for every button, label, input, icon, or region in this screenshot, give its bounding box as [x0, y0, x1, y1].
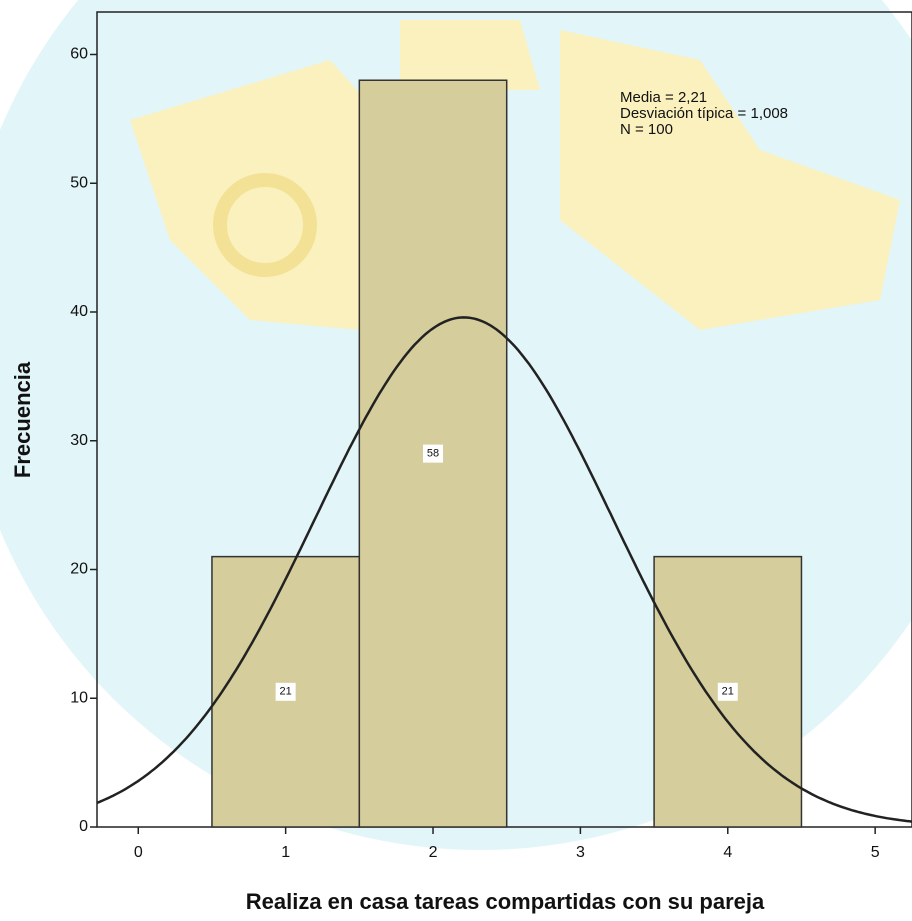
y-tick-label: 10 — [70, 689, 88, 706]
y-tick-label: 40 — [70, 303, 88, 320]
y-tick-label: 60 — [70, 46, 88, 63]
y-tick-label: 50 — [70, 174, 88, 191]
normal-curve — [96, 316, 912, 823]
annotation: N = 100 — [620, 121, 673, 138]
annotation: Media = 2,21 — [620, 89, 707, 106]
x-tick-label: 2 — [429, 844, 438, 861]
value-label-box — [275, 682, 296, 701]
x-tick-label: 4 — [723, 844, 732, 861]
value-label-box — [423, 444, 444, 463]
annotation: Desviación típica = 1,008 — [620, 105, 788, 122]
x-tick-label: 5 — [871, 844, 880, 861]
y-tick-label: 20 — [70, 561, 88, 578]
x-tick-label: 0 — [134, 844, 143, 861]
value-label: 21 — [722, 686, 734, 698]
x-tick-label: 3 — [576, 844, 585, 861]
value-label: 58 — [427, 448, 439, 460]
y-axis-title: Frecuencia — [10, 361, 35, 478]
x-axis-title: Realiza en casa tareas compartidas con s… — [246, 889, 765, 914]
y-tick-label: 30 — [70, 432, 88, 449]
value-label-box — [717, 682, 738, 701]
x-tick-label: 1 — [281, 844, 290, 861]
y-tick-label: 0 — [79, 818, 88, 835]
value-label: 21 — [280, 686, 292, 698]
